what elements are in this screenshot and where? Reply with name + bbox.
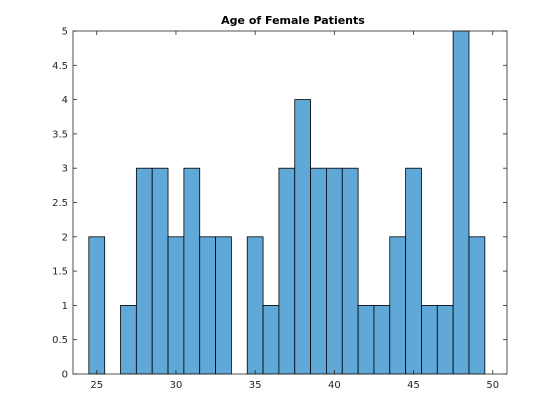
histogram-bar bbox=[341, 167, 359, 375]
histogram-bar bbox=[199, 236, 216, 375]
x-axis-ticks: 25 30 35 40 45 50 bbox=[90, 31, 499, 391]
histogram-bar bbox=[357, 304, 375, 375]
histogram-bar bbox=[373, 304, 391, 375]
y-tick-label: 4.5 bbox=[52, 61, 68, 72]
x-tick-label: 45 bbox=[407, 380, 420, 391]
histogram-bar bbox=[151, 167, 169, 375]
histogram-bar bbox=[167, 236, 185, 375]
x-tick-label: 25 bbox=[90, 380, 103, 391]
y-tick-label: 0.5 bbox=[52, 335, 68, 346]
histogram-bar bbox=[310, 167, 327, 375]
y-axis-ticks: 0 0.5 1 1.5 2 2.5 3 3.5 4 4.5 5 bbox=[52, 27, 507, 381]
histogram-bar bbox=[389, 236, 407, 375]
histogram-bar bbox=[452, 30, 470, 375]
y-tick-label: 2 bbox=[62, 232, 68, 243]
histogram-bar bbox=[278, 167, 296, 375]
bars-group bbox=[88, 30, 486, 375]
histogram-bar bbox=[421, 304, 438, 375]
histogram-bar bbox=[262, 304, 280, 375]
histogram-bar bbox=[436, 304, 454, 375]
histogram-bar bbox=[215, 236, 232, 375]
x-tick-label: 40 bbox=[328, 380, 341, 391]
x-tick-label: 35 bbox=[249, 380, 262, 391]
histogram-bar bbox=[326, 167, 343, 375]
histogram-bar bbox=[294, 99, 311, 375]
x-tick-label: 30 bbox=[170, 380, 183, 391]
histogram-bar bbox=[120, 304, 137, 375]
y-tick-label: 3.5 bbox=[52, 129, 68, 140]
x-tick-label: 50 bbox=[486, 380, 499, 391]
histogram-bar bbox=[405, 167, 422, 375]
y-tick-label: 5 bbox=[62, 27, 68, 38]
y-tick-label: 1.5 bbox=[52, 267, 68, 278]
y-tick-label: 4 bbox=[62, 95, 68, 106]
histogram-bar bbox=[88, 236, 106, 375]
y-tick-label: 3 bbox=[62, 164, 68, 175]
histogram-bar bbox=[246, 236, 264, 375]
histogram-bar bbox=[183, 167, 201, 375]
histogram-bar bbox=[135, 167, 153, 375]
chart-title: Age of Female Patients bbox=[221, 14, 365, 27]
histogram-bar bbox=[468, 236, 486, 375]
y-tick-label: 2.5 bbox=[52, 198, 68, 209]
y-tick-label: 1 bbox=[62, 301, 68, 312]
y-tick-label: 0 bbox=[62, 370, 68, 381]
